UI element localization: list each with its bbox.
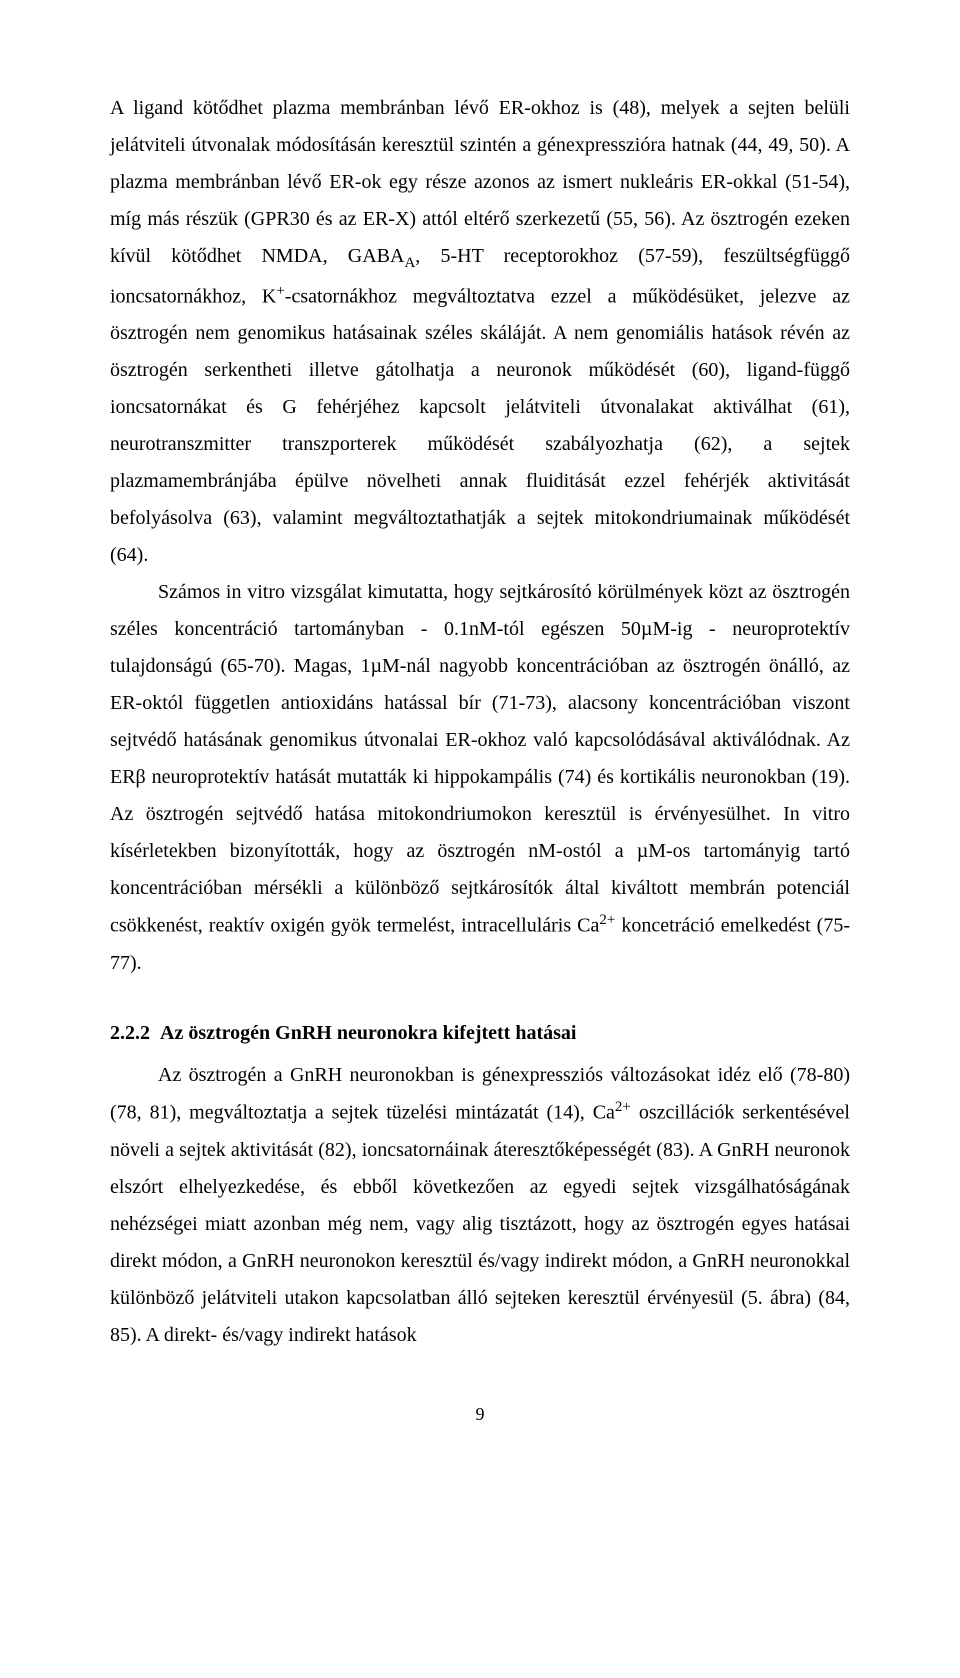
page-number: 9 [110, 1404, 850, 1425]
page-container: A ligand kötődhet plazma membránban lévő… [0, 0, 960, 1525]
heading-text: Az ösztrogén GnRH neuronokra kifejtett h… [160, 1022, 576, 1044]
paragraph-3: Az ösztrogén a GnRH neuronokban is génex… [110, 1057, 850, 1354]
paragraph-1: A ligand kötődhet plazma membránban lévő… [110, 90, 850, 574]
section-heading: 2.2.2 Az ösztrogén GnRH neuronokra kifej… [110, 1022, 850, 1045]
paragraph-2: Számos in vitro vizsgálat kimutatta, hog… [110, 574, 850, 982]
heading-number: 2.2.2 [110, 1022, 150, 1044]
